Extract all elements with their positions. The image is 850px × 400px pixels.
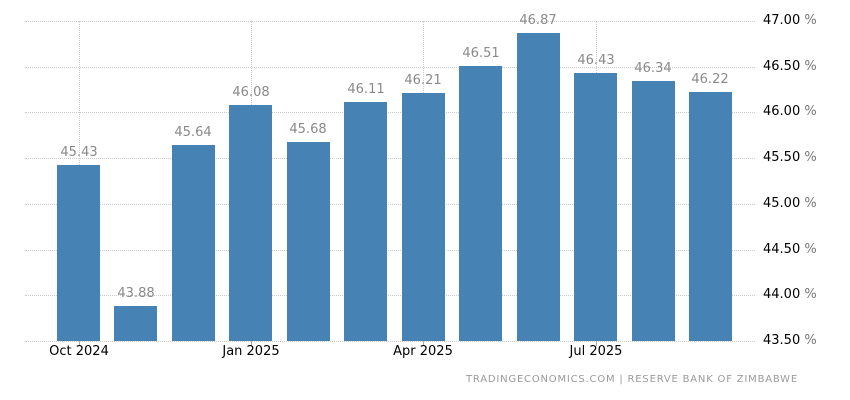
gridline-horizontal — [25, 112, 755, 113]
bar[interactable] — [517, 33, 560, 341]
bar-value-label: 46.08 — [232, 85, 270, 100]
gridline-horizontal — [25, 295, 755, 296]
x-axis-tick-mark — [423, 341, 424, 346]
x-axis-tick-label: Jul 2025 — [569, 344, 623, 359]
y-axis-tick-label: 44.00 % — [763, 286, 817, 304]
y-axis-tick-label: 45.50 % — [763, 149, 817, 167]
percent-sign: % — [800, 196, 817, 211]
percent-sign: % — [800, 242, 817, 257]
y-tick-number: 45.00 — [763, 196, 801, 211]
x-axis-tick-label: Oct 2024 — [49, 344, 109, 359]
y-axis-tick-label: 45.00 % — [763, 195, 817, 213]
percent-sign: % — [800, 13, 817, 28]
bar[interactable] — [229, 105, 272, 341]
x-axis-tick-label: Jan 2025 — [222, 344, 280, 359]
x-axis-tick-mark — [251, 341, 252, 346]
y-tick-number: 46.50 — [763, 59, 801, 74]
percent-sign: % — [800, 104, 817, 119]
bar[interactable] — [459, 66, 502, 341]
y-tick-number: 44.50 — [763, 242, 801, 257]
y-tick-number: 45.50 — [763, 150, 801, 165]
gridline-horizontal — [25, 158, 755, 159]
y-axis-tick-label: 44.50 % — [763, 241, 817, 259]
x-axis-tick-mark — [79, 341, 80, 346]
x-axis-tick-mark — [596, 341, 597, 346]
bar[interactable] — [287, 142, 330, 341]
bar[interactable] — [689, 92, 732, 341]
y-axis-tick-label: 46.00 % — [763, 103, 817, 121]
bar-value-label: 43.88 — [117, 286, 155, 301]
bar[interactable] — [57, 165, 100, 341]
y-axis-tick-label: 47.00 % — [763, 12, 817, 30]
percent-sign: % — [800, 150, 817, 165]
percent-sign: % — [800, 333, 817, 348]
gridline-horizontal — [25, 341, 755, 342]
percent-sign: % — [800, 287, 817, 302]
bar-value-label: 46.22 — [691, 72, 729, 87]
bar[interactable] — [632, 81, 675, 341]
bar[interactable] — [402, 93, 445, 341]
y-tick-number: 43.50 — [763, 333, 801, 348]
gridline-horizontal — [25, 21, 755, 22]
gridline-horizontal — [25, 250, 755, 251]
bar-value-label: 46.11 — [347, 82, 385, 97]
bar-value-label: 46.21 — [404, 73, 442, 88]
bar-value-label: 46.43 — [577, 53, 615, 68]
bar-value-label: 45.43 — [60, 145, 98, 160]
y-tick-number: 46.00 — [763, 104, 801, 119]
y-axis-tick-label: 43.50 % — [763, 332, 817, 350]
x-axis-tick-label: Apr 2025 — [393, 344, 453, 359]
bar-value-label: 45.64 — [174, 125, 212, 140]
bar[interactable] — [574, 73, 617, 341]
percent-sign: % — [800, 59, 817, 74]
gridline-horizontal — [25, 204, 755, 205]
attribution-text: TRADINGECONOMICS.COM | RESERVE BANK OF Z… — [465, 374, 798, 385]
bar[interactable] — [344, 102, 387, 341]
y-tick-number: 47.00 — [763, 13, 801, 28]
bar[interactable] — [114, 306, 157, 341]
gridline-horizontal — [25, 67, 755, 68]
y-axis-tick-label: 46.50 % — [763, 58, 817, 76]
y-tick-number: 44.00 — [763, 287, 801, 302]
bar-value-label: 46.87 — [519, 13, 557, 28]
bar[interactable] — [172, 145, 215, 341]
bar-value-label: 46.51 — [462, 46, 500, 61]
bar-value-label: 46.34 — [634, 61, 672, 76]
bar-value-label: 45.68 — [289, 122, 327, 137]
